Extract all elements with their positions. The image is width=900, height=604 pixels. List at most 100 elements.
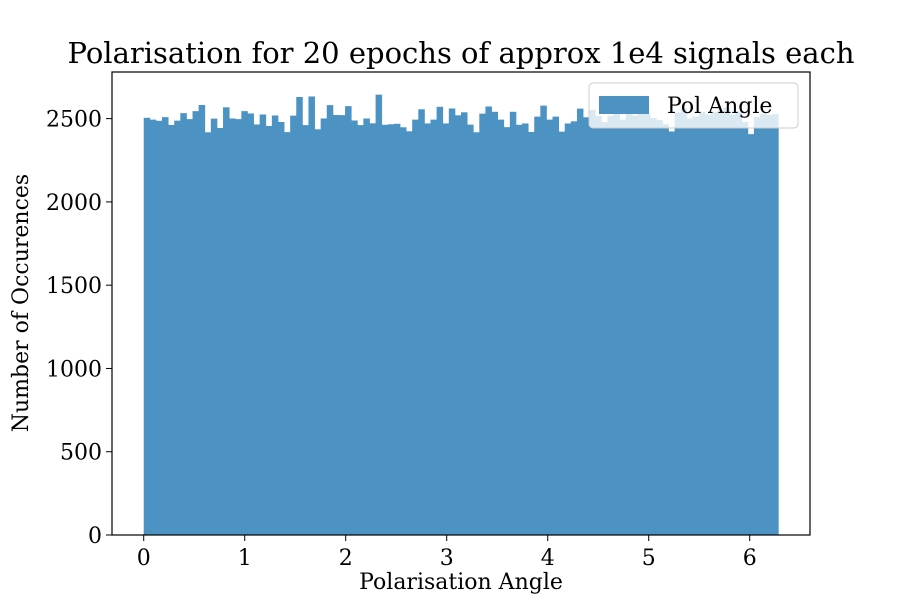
- histogram-bar: [570, 121, 578, 536]
- histogram-bar: [637, 113, 645, 536]
- histogram-bar: [552, 116, 560, 535]
- histogram-bar: [668, 131, 675, 535]
- x-tick-label: 5: [642, 546, 656, 571]
- histogram-bar: [192, 111, 200, 535]
- histogram-bar: [162, 117, 169, 535]
- y-tick-label: 500: [60, 441, 102, 466]
- histogram-bar: [576, 108, 584, 535]
- histogram-bar: [186, 119, 193, 535]
- histogram-bars: [143, 94, 779, 536]
- histogram-bar: [406, 131, 413, 536]
- histogram-bar: [747, 134, 755, 535]
- histogram-bar: [216, 127, 224, 536]
- histogram-bar: [277, 121, 285, 536]
- histogram-bar: [314, 129, 322, 536]
- histogram-bar: [717, 111, 724, 535]
- histogram-bar: [467, 124, 474, 535]
- histogram-bar: [320, 118, 328, 535]
- histogram-bar: [210, 118, 218, 535]
- x-tick-label: 1: [238, 546, 252, 571]
- x-tick-label: 3: [440, 546, 454, 571]
- histogram-bar: [174, 120, 181, 535]
- histogram-bar: [338, 115, 346, 535]
- histogram-bar: [503, 127, 511, 535]
- histogram-bar: [235, 119, 242, 535]
- histogram-bar: [485, 106, 492, 535]
- histogram-bar: [515, 124, 523, 536]
- histogram-bar: [399, 127, 407, 535]
- histogram-bar: [204, 132, 212, 536]
- histogram-bar: [143, 117, 151, 536]
- histogram-bar: [290, 115, 297, 535]
- histogram-bar: [686, 118, 694, 535]
- histogram-bar: [766, 114, 773, 535]
- histogram-bar: [589, 109, 596, 535]
- histogram-bar: [424, 123, 431, 536]
- histogram-bar: [583, 117, 590, 536]
- histogram-bar: [418, 109, 425, 535]
- histogram-bar: [436, 106, 444, 535]
- histogram-bar: [296, 96, 303, 535]
- histogram-bar: [149, 119, 157, 535]
- histogram-bar: [674, 112, 682, 536]
- histogram-bar: [601, 121, 608, 536]
- histogram-bar: [644, 113, 651, 535]
- plot-frame: [111, 71, 811, 536]
- histogram-bar: [698, 111, 706, 536]
- x-axis-ticks: 0 1 2 3 4 5 6: [137, 535, 757, 571]
- x-axis-label: Polarisation Angle: [359, 570, 563, 595]
- histogram-bar: [692, 116, 700, 535]
- histogram-bar: [369, 123, 376, 536]
- histogram-bar: [564, 123, 572, 536]
- histogram-bar: [308, 96, 315, 535]
- histogram-bar: [412, 119, 419, 535]
- y-tick-label: 2000: [46, 191, 102, 216]
- histogram-bar: [198, 104, 206, 535]
- y-tick-label: 0: [88, 524, 102, 549]
- y-axis-label: Number of Occurences: [9, 174, 34, 432]
- histogram-bar: [442, 123, 450, 536]
- histogram-bar: [619, 119, 627, 535]
- histogram-bar: [595, 115, 602, 535]
- x-tick-label: 4: [541, 546, 555, 571]
- x-tick-label: 0: [137, 546, 151, 571]
- x-tick-label: 6: [743, 546, 757, 571]
- histogram-bar: [662, 124, 669, 536]
- histogram-bar: [241, 111, 248, 535]
- x-tick-label: 2: [339, 546, 353, 571]
- histogram-bar: [760, 113, 767, 535]
- histogram-bar: [522, 123, 529, 536]
- y-axis-ticks: 0 500 1000 1500 2000 2500: [46, 108, 112, 549]
- histogram-bar: [375, 94, 383, 536]
- histogram-bar: [332, 114, 340, 535]
- legend-label: Pol Angle: [667, 94, 772, 119]
- histogram-bar: [473, 132, 480, 536]
- histogram-bar: [753, 116, 761, 535]
- legend: Pol Angle: [588, 82, 799, 129]
- histogram-bar: [631, 115, 639, 535]
- histogram-bar: [155, 120, 163, 536]
- histogram-bar: [680, 108, 688, 535]
- histogram-bar: [625, 110, 633, 535]
- chart-title: Polarisation for 20 epochs of approx 1e4…: [68, 36, 855, 70]
- histogram-bar: [302, 125, 309, 535]
- histogram-bar: [772, 114, 779, 535]
- histogram-bar: [454, 115, 462, 536]
- histogram-bar: [363, 118, 370, 535]
- histogram-bar: [168, 124, 175, 536]
- histogram-bar: [528, 131, 535, 535]
- histogram-bar: [357, 125, 364, 535]
- histogram-bar: [448, 108, 456, 535]
- histogram-bar: [558, 131, 566, 535]
- y-tick-label: 2500: [46, 108, 102, 133]
- y-tick-label: 1500: [46, 274, 102, 299]
- histogram-bar: [351, 120, 358, 535]
- histogram-bar: [607, 115, 614, 535]
- histogram-bar: [540, 105, 547, 535]
- histogram-bar: [534, 116, 541, 535]
- histogram-bar: [430, 119, 437, 535]
- histogram-bar: [650, 117, 657, 535]
- histogram-bar: [741, 121, 749, 536]
